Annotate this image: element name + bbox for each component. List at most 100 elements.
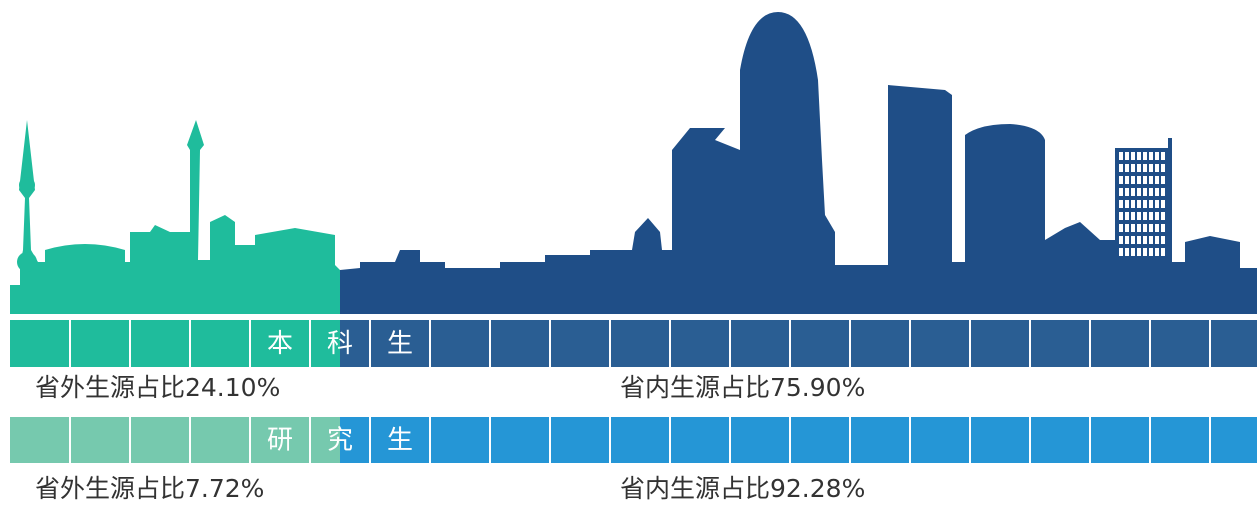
window (1119, 188, 1123, 196)
window (1149, 188, 1153, 196)
bar-left (10, 320, 340, 367)
window (1119, 236, 1123, 244)
window (1131, 224, 1135, 232)
window (1125, 164, 1129, 172)
cell-gap (609, 417, 611, 463)
window (1155, 152, 1159, 160)
cell-gap (429, 320, 431, 367)
bar-right (340, 320, 1257, 367)
window (1143, 176, 1147, 184)
window (1149, 152, 1153, 160)
window (1119, 200, 1123, 208)
window (1131, 200, 1135, 208)
cell-gap (909, 320, 911, 367)
bar-right (340, 417, 1257, 463)
windows (1119, 152, 1165, 256)
cell-gap (429, 417, 431, 463)
cell-gap (189, 320, 191, 367)
cell-gap (369, 320, 371, 367)
cell-gap (1089, 320, 1091, 367)
cell-gap (909, 417, 911, 463)
cell-gap (669, 320, 671, 367)
cell-gap (1149, 320, 1151, 367)
window (1137, 152, 1141, 160)
window (1137, 212, 1141, 220)
cell-gap (969, 417, 971, 463)
window (1119, 164, 1123, 172)
row-title-char: 究 (327, 426, 353, 456)
window (1137, 248, 1141, 256)
window (1131, 212, 1135, 220)
window (1155, 188, 1159, 196)
window (1125, 236, 1129, 244)
inside-label: 省内生源占比75.90% (620, 373, 865, 402)
window (1161, 188, 1165, 196)
cell-gap (489, 417, 491, 463)
cell-gap (309, 417, 311, 463)
tower-ball (19, 177, 35, 193)
window (1143, 152, 1147, 160)
row-title-char: 研 (267, 426, 293, 456)
window (1143, 212, 1147, 220)
window (1131, 152, 1135, 160)
cell-gap (1209, 320, 1211, 367)
window (1149, 248, 1153, 256)
window (1161, 224, 1165, 232)
outside-label: 省外生源占比24.10% (35, 373, 280, 402)
cell-gap (849, 417, 851, 463)
cell-gap (1029, 320, 1031, 367)
cell-gap (1149, 417, 1151, 463)
window (1137, 176, 1141, 184)
window (1137, 164, 1141, 172)
row-title-char: 生 (387, 329, 413, 359)
window (1155, 248, 1159, 256)
window (1125, 248, 1129, 256)
window (1131, 176, 1135, 184)
cell-gap (309, 320, 311, 367)
cell-gap (249, 320, 251, 367)
window (1137, 200, 1141, 208)
window (1149, 212, 1153, 220)
window (1143, 200, 1147, 208)
window (1125, 152, 1129, 160)
window (1131, 188, 1135, 196)
window (1161, 236, 1165, 244)
cell-gap (849, 320, 851, 367)
cell-gap (729, 417, 731, 463)
window (1143, 188, 1147, 196)
window (1137, 188, 1141, 196)
cell-gap (69, 320, 71, 367)
window (1143, 236, 1147, 244)
window (1119, 152, 1123, 160)
row-title-char: 科 (327, 329, 353, 359)
window (1149, 236, 1153, 244)
window (1131, 248, 1135, 256)
cell-gap (969, 320, 971, 367)
window (1131, 164, 1135, 172)
window (1137, 224, 1141, 232)
window (1155, 176, 1159, 184)
window (1143, 224, 1147, 232)
window (1161, 212, 1165, 220)
window (1155, 200, 1159, 208)
window (1119, 248, 1123, 256)
window (1131, 236, 1135, 244)
cell-gap (489, 320, 491, 367)
divider (0, 314, 1257, 318)
cell-gap (1089, 417, 1091, 463)
tower-ball (17, 252, 37, 272)
cell-gap (789, 320, 791, 367)
cell-gap (69, 417, 71, 463)
cell-gap (549, 417, 551, 463)
cell-gap (369, 417, 371, 463)
cell-gap (189, 417, 191, 463)
window (1143, 164, 1147, 172)
window (1149, 176, 1153, 184)
skyline-blue (340, 12, 1257, 314)
row-title-char: 本 (267, 329, 293, 359)
window (1119, 212, 1123, 220)
window (1125, 188, 1129, 196)
cell-gap (609, 320, 611, 367)
window (1161, 152, 1165, 160)
